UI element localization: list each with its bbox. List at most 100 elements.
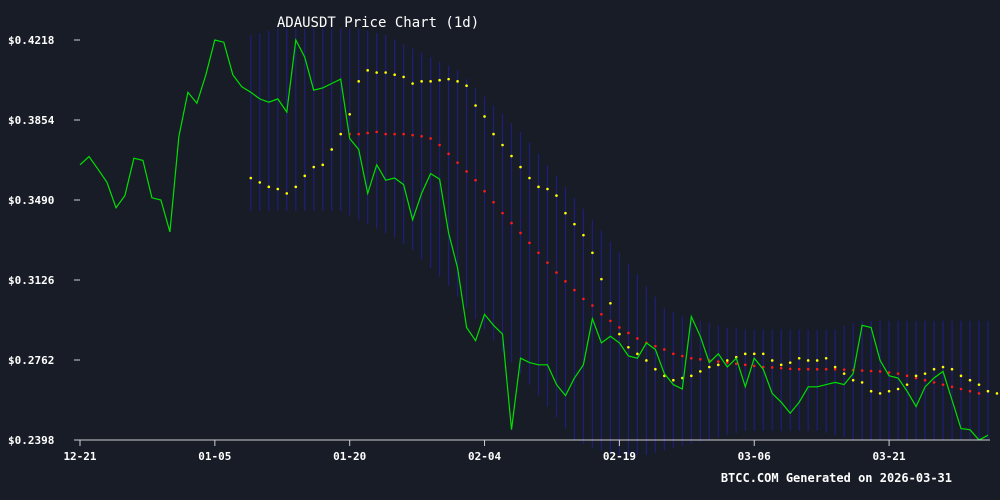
- sma-point: [393, 73, 396, 77]
- long_ma-point: [743, 363, 747, 367]
- sma-point: [429, 80, 432, 83]
- sma-point: [519, 165, 522, 169]
- sma-point: [986, 389, 990, 393]
- long_ma-point: [537, 251, 540, 255]
- sma-point: [258, 181, 262, 184]
- long_ma-point: [699, 358, 702, 361]
- long_ma-point: [770, 366, 774, 369]
- long_ma-point: [618, 326, 621, 329]
- long_ma-point: [384, 132, 387, 136]
- sma-point: [734, 355, 738, 359]
- sma-point: [546, 187, 549, 191]
- sma-point: [348, 112, 351, 116]
- sma-point: [770, 359, 774, 362]
- sma-point: [564, 211, 567, 215]
- long_ma-point: [752, 364, 756, 368]
- x-tick-label: 03-06: [738, 450, 771, 463]
- long_ma-point: [483, 189, 486, 193]
- sma-point: [914, 374, 918, 378]
- long_ma-point: [734, 362, 738, 366]
- sma-point: [249, 176, 253, 180]
- sma-point: [321, 163, 325, 167]
- sma-point: [447, 77, 450, 81]
- long_ma-point: [896, 372, 900, 375]
- long_ma-point: [582, 297, 585, 301]
- long_ma-point: [725, 361, 729, 364]
- sma-point: [959, 374, 963, 378]
- price-line: [79, 38, 989, 441]
- long_ma-point: [573, 288, 576, 292]
- long_ma-point: [654, 344, 657, 348]
- sma-point: [357, 80, 360, 83]
- sma-point: [465, 84, 468, 88]
- sma-point: [887, 389, 891, 393]
- y-tick-label: $0.3126: [8, 274, 55, 287]
- sma-point: [968, 378, 972, 382]
- sma-point: [528, 176, 531, 180]
- sma-point: [618, 332, 621, 336]
- sma-point: [869, 389, 873, 393]
- sma-point: [609, 301, 612, 305]
- sma-point: [384, 71, 387, 74]
- sma-point: [878, 392, 882, 395]
- sma-point: [285, 192, 289, 195]
- sma-point: [950, 367, 954, 371]
- long_ma-point: [941, 383, 945, 386]
- sma-point: [411, 82, 414, 85]
- long_ma-point: [690, 356, 693, 360]
- sma-point: [815, 359, 819, 362]
- price-layer: [79, 38, 989, 441]
- long_ma-point: [663, 348, 666, 351]
- x-tick-label: 01-05: [198, 450, 231, 463]
- long_ma-point: [824, 367, 828, 371]
- sma-point: [510, 154, 513, 158]
- long_ma-point: [878, 370, 882, 373]
- sma-point: [923, 372, 927, 375]
- sma-point: [555, 194, 558, 197]
- sma-point: [977, 383, 981, 386]
- long_ma-point: [905, 374, 909, 378]
- long_ma-point: [860, 369, 864, 372]
- long_ma-point: [923, 378, 927, 382]
- sma-point: [591, 251, 594, 255]
- long_ma-point: [609, 319, 612, 323]
- sma-point: [806, 359, 810, 362]
- sma-point: [339, 132, 343, 136]
- sma-point: [743, 352, 747, 356]
- long_ma-point: [797, 367, 801, 371]
- long_ma-point: [456, 161, 459, 164]
- sma-point: [600, 277, 603, 281]
- long_ma-point: [672, 352, 675, 356]
- long_ma-point: [716, 360, 720, 363]
- sma-point: [303, 174, 307, 178]
- long_ma-point: [950, 385, 954, 389]
- long_ma-point: [375, 130, 378, 134]
- x-tick-label: 02-19: [603, 450, 636, 463]
- long_ma-point: [402, 132, 405, 136]
- long_ma-point: [501, 211, 504, 215]
- sma-point: [492, 132, 495, 136]
- long_ma-point: [546, 261, 549, 264]
- sma-point: [267, 185, 271, 189]
- long_ma-point: [519, 231, 522, 235]
- sma-point: [851, 378, 855, 382]
- long_ma-point: [806, 367, 810, 371]
- sma-point: [375, 71, 378, 74]
- long_ma-point: [393, 132, 396, 136]
- sma-point: [501, 143, 504, 147]
- x-tick-label: 03-21: [873, 450, 906, 463]
- y-tick-label: $0.2762: [8, 354, 54, 367]
- sma-point: [672, 378, 675, 382]
- y-tick-layer: $0.4218 $0.3854 $0.3490 $0.3126 $0.2762 $0.23…: [8, 34, 80, 447]
- long_ma-point: [842, 368, 846, 371]
- sma-point: [276, 187, 280, 191]
- sma-point: [788, 361, 792, 364]
- sma-point: [402, 75, 405, 79]
- sma-point: [707, 365, 711, 369]
- long_ma-point: [411, 133, 414, 137]
- sma-point: [483, 115, 486, 118]
- sma-point: [833, 365, 837, 369]
- long_ma-point: [959, 387, 963, 391]
